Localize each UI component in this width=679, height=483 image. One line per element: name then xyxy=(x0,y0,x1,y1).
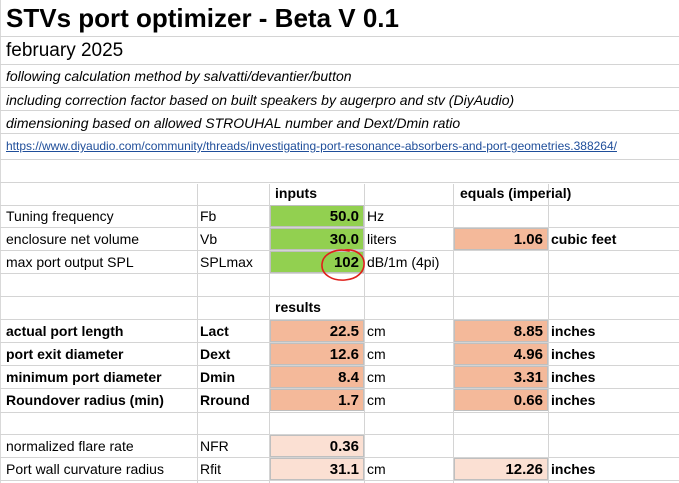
grid-row xyxy=(0,110,679,134)
result-symbol[interactable]: Dext xyxy=(200,346,231,362)
grid-row xyxy=(0,250,679,274)
imperial-unit[interactable]: cubic feet xyxy=(551,231,617,247)
grid-col xyxy=(197,184,198,483)
result-symbol[interactable]: Lact xyxy=(200,323,229,339)
imperial-value[interactable]: 12.26 xyxy=(454,458,548,480)
result-label[interactable]: Roundover radius (min) xyxy=(6,392,164,408)
grid-row xyxy=(0,319,679,343)
result-symbol[interactable]: Dmin xyxy=(200,369,235,385)
input-unit[interactable]: liters xyxy=(367,231,397,247)
grid-col xyxy=(364,184,365,483)
result-unit[interactable]: cm xyxy=(367,323,386,339)
extra-symbol[interactable]: NFR xyxy=(200,438,229,454)
imperial-value[interactable]: 1.06 xyxy=(454,228,548,250)
roundover-radius-result[interactable]: 1.7 xyxy=(270,389,364,411)
grid-row xyxy=(0,182,679,206)
results-header[interactable]: results xyxy=(275,299,321,315)
note-method[interactable]: following calculation method by salvatti… xyxy=(6,68,352,84)
imperial-unit[interactable]: inches xyxy=(551,392,596,408)
grid-row xyxy=(0,412,679,435)
extra-unit[interactable]: cm xyxy=(367,461,386,477)
result-symbol[interactable]: Rround xyxy=(200,392,250,408)
extra-symbol[interactable]: Rfit xyxy=(200,461,221,477)
curvature-radius-result[interactable]: 31.1 xyxy=(270,458,364,480)
grid-row xyxy=(0,87,679,111)
result-label[interactable]: actual port length xyxy=(6,323,124,339)
reference-link[interactable]: https://www.diyaudio.com/community/threa… xyxy=(6,139,617,153)
page-title[interactable]: STVs port optimizer - Beta V 0.1 xyxy=(6,3,399,33)
annotation-circle xyxy=(321,249,365,281)
imperial-value[interactable]: 3.31 xyxy=(454,366,548,388)
imperial-value[interactable]: 0.66 xyxy=(454,389,548,411)
enclosure-volume-input[interactable]: 30.0 xyxy=(270,228,364,250)
grid-row xyxy=(0,64,679,88)
result-unit[interactable]: cm xyxy=(367,369,386,385)
imperial-value[interactable]: 4.96 xyxy=(454,343,548,365)
note-dimensioning[interactable]: dimensioning based on allowed STROUHAL n… xyxy=(6,115,461,131)
min-port-diameter-result[interactable]: 8.4 xyxy=(270,366,364,388)
grid-row xyxy=(0,296,679,320)
input-unit[interactable]: dB/1m (4pi) xyxy=(367,254,440,270)
grid-row xyxy=(0,365,679,389)
result-unit[interactable]: cm xyxy=(367,392,386,408)
grid-row xyxy=(0,205,679,228)
max-spl-input[interactable]: 102 xyxy=(270,251,364,273)
grid-row xyxy=(0,457,679,481)
grid-row xyxy=(0,133,679,160)
input-label[interactable]: Tuning frequency xyxy=(6,208,114,224)
imperial-value[interactable]: 8.85 xyxy=(454,320,548,342)
grid-row xyxy=(0,36,679,65)
grid-row xyxy=(0,388,679,413)
flare-rate-result[interactable]: 0.36 xyxy=(270,435,364,457)
result-label[interactable]: port exit diameter xyxy=(6,346,124,362)
grid-row xyxy=(0,159,679,183)
input-symbol[interactable]: SPLmax xyxy=(200,254,253,270)
grid-row xyxy=(0,0,679,37)
input-label[interactable]: max port output SPL xyxy=(6,254,134,270)
inputs-header[interactable]: inputs xyxy=(275,185,317,201)
grid-row xyxy=(0,273,679,297)
input-symbol[interactable]: Vb xyxy=(200,231,218,247)
extra-label[interactable]: Port wall curvature radius xyxy=(6,461,164,477)
result-unit[interactable]: cm xyxy=(367,346,386,362)
imperial-unit[interactable]: inches xyxy=(551,369,596,385)
result-label[interactable]: minimum port diameter xyxy=(6,369,162,385)
grid-col xyxy=(453,184,454,483)
note-correction[interactable]: including correction factor based on bui… xyxy=(6,92,515,108)
extra-label[interactable]: normalized flare rate xyxy=(6,438,134,454)
tuning-frequency-input[interactable]: 50.0 xyxy=(270,205,364,227)
port-exit-diameter-result[interactable]: 12.6 xyxy=(270,343,364,365)
subtitle-date[interactable]: february 2025 xyxy=(6,40,124,61)
grid-col xyxy=(269,184,270,483)
imperial-unit[interactable]: inches xyxy=(551,346,596,362)
grid-col xyxy=(548,184,549,483)
imperial-unit[interactable]: inches xyxy=(551,461,596,477)
input-label[interactable]: enclosure net volume xyxy=(6,231,140,247)
grid-row xyxy=(0,342,679,366)
imperial-unit[interactable]: inches xyxy=(551,323,596,339)
imperial-header[interactable]: equals (imperial) xyxy=(460,185,572,201)
port-length-result[interactable]: 22.5 xyxy=(270,320,364,342)
input-symbol[interactable]: Fb xyxy=(200,208,217,224)
grid-row xyxy=(0,434,679,458)
input-unit[interactable]: Hz xyxy=(367,208,385,224)
